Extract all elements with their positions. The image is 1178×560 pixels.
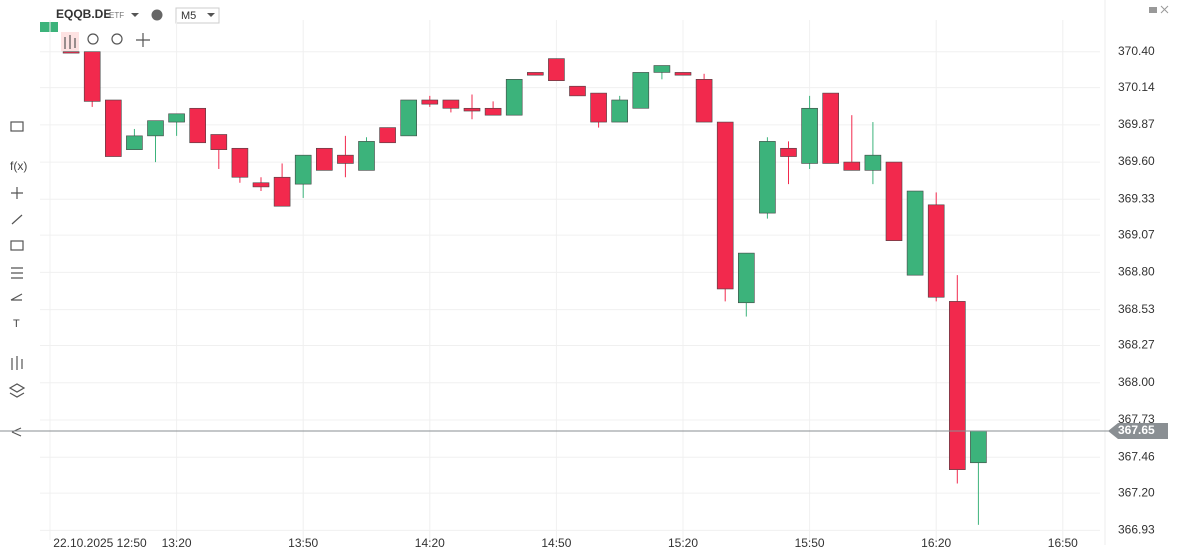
candle-body (463, 107, 481, 112)
symbol-dropdown[interactable] (131, 13, 139, 17)
candle-body (590, 92, 607, 123)
candle-body (780, 147, 797, 157)
y-tick-label: 370.40 (1118, 44, 1155, 58)
x-tick-label: 13:20 (162, 536, 192, 550)
candle-body (927, 204, 945, 298)
y-tick-label: 368.53 (1118, 302, 1155, 316)
candle-body (548, 58, 565, 81)
tool-window[interactable] (10, 121, 24, 132)
x-tick-label: 13:50 (288, 536, 318, 550)
candle-body (948, 301, 966, 470)
x-tick-label: 16:50 (1048, 536, 1078, 550)
left-toolbar: f(x) T (8, 121, 27, 437)
candle-body (906, 190, 924, 276)
candle-body (716, 121, 734, 290)
x-tick-label: 22.10.2025 12:50 (53, 536, 147, 550)
x-tick-label: 16:20 (921, 536, 951, 550)
candle-body (210, 134, 228, 150)
candle-body (400, 99, 418, 137)
tool-cross[interactable] (11, 187, 23, 199)
candle-body (168, 113, 185, 123)
x-tick-label: 15:50 (795, 536, 825, 550)
candle-body (126, 135, 143, 150)
candle-body (632, 72, 650, 109)
y-tick-label: 366.93 (1118, 523, 1155, 537)
window-button[interactable] (1149, 7, 1157, 13)
tool-text[interactable]: T (13, 318, 20, 330)
x-tick-label: 14:20 (415, 536, 445, 550)
y-tick-label: 369.87 (1118, 117, 1155, 131)
candle-body (231, 147, 249, 178)
y-tick-label: 367.46 (1118, 449, 1155, 463)
candle-body (273, 176, 291, 207)
tool-rect[interactable] (10, 240, 24, 251)
candle-body (484, 107, 502, 116)
candle-body (147, 120, 164, 137)
candle-body (62, 51, 80, 54)
y-tick-label: 367.73 (1118, 412, 1155, 426)
candle-body (843, 161, 861, 171)
y-tick-label: 367.20 (1118, 485, 1155, 499)
candle-body (674, 72, 692, 76)
candle-body (885, 161, 903, 241)
candle-icon (64, 35, 76, 49)
y-tick-label: 369.33 (1118, 191, 1155, 205)
symbol[interactable]: EQQB.DE (56, 7, 111, 21)
candle-body (252, 182, 270, 188)
candle-body (379, 127, 396, 144)
y-tick-label: 370.14 (1118, 80, 1155, 94)
last-price-label: 367.65 (1118, 423, 1155, 437)
timeframe-arrow (207, 13, 215, 17)
zoom-in[interactable] (111, 33, 123, 45)
timeframe-select[interactable] (175, 7, 220, 24)
candle-body (83, 51, 101, 102)
y-tick-label: 369.07 (1118, 227, 1155, 241)
status-flag (40, 22, 58, 32)
y-tick-label: 368.27 (1118, 338, 1155, 352)
candle-body (822, 92, 840, 164)
candle-body (505, 79, 523, 116)
candle-body (611, 99, 629, 123)
zoom-out[interactable] (87, 33, 99, 45)
candle-body (337, 154, 354, 164)
tool-fx[interactable]: f(x) (10, 159, 27, 173)
candle-body (737, 252, 755, 304)
tool-indicators[interactable] (11, 356, 23, 370)
candle-body (315, 147, 333, 171)
y-tick-label: 368.00 (1118, 375, 1155, 389)
candle-body (358, 141, 375, 171)
tool-line[interactable] (11, 214, 23, 225)
info-icon[interactable] (151, 9, 163, 21)
y-tick-label: 368.80 (1118, 265, 1155, 279)
x-tick-label: 15:20 (668, 536, 698, 550)
candle-body (189, 107, 206, 144)
candle-body (526, 72, 544, 76)
tool-share[interactable] (11, 427, 22, 437)
last-price-tag (1108, 423, 1168, 440)
tool-layers[interactable] (8, 383, 26, 398)
timeframe[interactable]: M5 (181, 10, 196, 22)
candle-body (970, 430, 987, 464)
pan-tool[interactable] (136, 33, 150, 47)
tool-fan[interactable] (10, 293, 23, 301)
y-tick-label: 369.60 (1118, 154, 1155, 168)
tool-fib[interactable] (11, 267, 23, 279)
candle-body (801, 107, 818, 164)
x-tick-label: 14:50 (541, 536, 571, 550)
candle-body (864, 154, 882, 171)
symbol-tag: ETF (109, 11, 124, 20)
candle-body (421, 99, 439, 105)
candle-body (442, 99, 460, 109)
candle-body (653, 65, 671, 73)
candle-body (569, 85, 586, 97)
candle-body (759, 141, 776, 214)
candle-body (294, 154, 312, 185)
candle-body (105, 99, 122, 157)
close-button[interactable] (1160, 5, 1169, 14)
candle-body (695, 79, 713, 123)
